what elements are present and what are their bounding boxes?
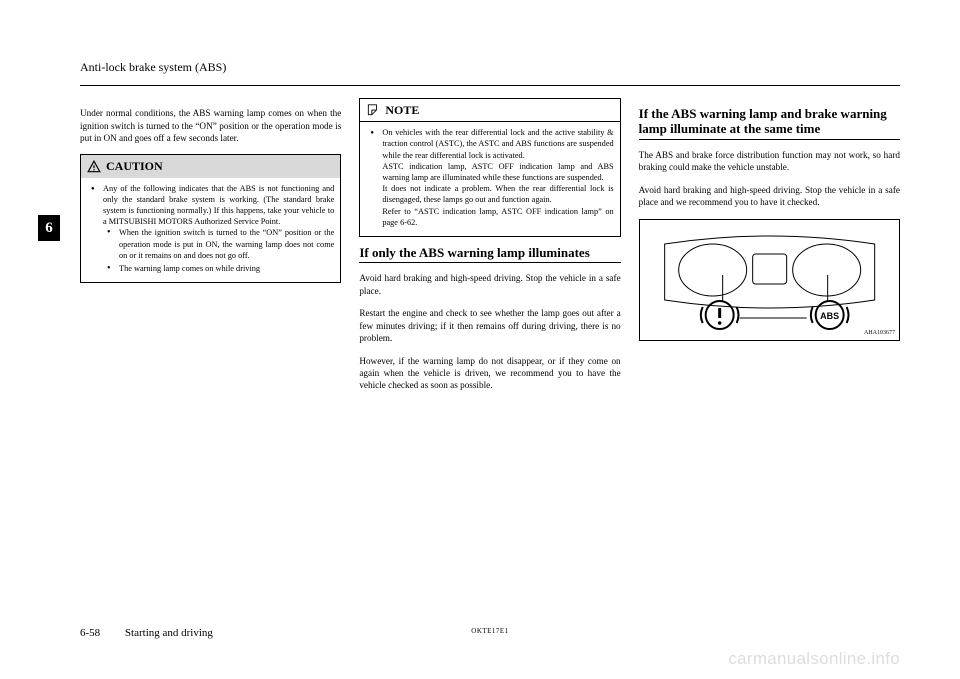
section-rule (639, 139, 900, 140)
caution-label: CAUTION (106, 158, 163, 174)
col2-p2: Restart the engine and check to see whet… (359, 307, 620, 344)
note-label: NOTE (385, 102, 419, 118)
caution-sublist: When the ignition switch is turned to th… (103, 227, 334, 274)
footer-doc-code: OKTE17E1 (471, 627, 508, 635)
col2-p1: Avoid hard braking and high-speed drivin… (359, 272, 620, 297)
note-header: NOTE (360, 99, 619, 122)
page-header-title: Anti-lock brake system (ABS) (80, 60, 900, 75)
note-text-c: It does not indicate a problem. When the… (382, 184, 613, 204)
columns-container: Under normal conditions, the ABS warning… (80, 98, 900, 402)
section-title-abs-only: If only the ABS warning lamp illuminates (359, 245, 620, 260)
caution-list: Any of the following indicates that the … (87, 183, 334, 275)
section-title-abs-brake: If the ABS warning lamp and brake warnin… (639, 106, 900, 137)
note-icon (366, 103, 380, 117)
chapter-tab: 6 (38, 215, 60, 241)
caution-icon (87, 160, 101, 174)
caution-item-text: Any of the following indicates that the … (103, 184, 334, 227)
note-text-a: On vehicles with the rear differential l… (382, 128, 613, 159)
caution-box: CAUTION Any of the following indicates t… (80, 154, 341, 283)
page-footer: 6-58 Starting and driving OKTE17E1 (80, 627, 900, 639)
footer-page-number: 6-58 (80, 627, 100, 639)
page: Anti-lock brake system (ABS) 6 Under nor… (0, 0, 960, 679)
col2-p3: However, if the warning lamp do not disa… (359, 355, 620, 392)
caution-sub-item: The warning lamp comes on while driving (111, 263, 334, 274)
note-box: NOTE On vehicles with the rear different… (359, 98, 620, 237)
column-1: Under normal conditions, the ABS warning… (80, 98, 341, 402)
column-3: If the ABS warning lamp and brake warnin… (639, 98, 900, 402)
header-rule (80, 85, 900, 86)
note-list: On vehicles with the rear differential l… (366, 127, 613, 228)
note-text-d: Refer to “ASTC indication lamp, ASTC OFF… (382, 207, 613, 227)
chapter-number: 6 (45, 220, 53, 237)
col3-p1: The ABS and brake force distribution fun… (639, 149, 900, 174)
caution-sub-item: When the ignition switch is turned to th… (111, 227, 334, 261)
footer-section-name: Starting and driving (125, 627, 213, 639)
svg-text:ABS: ABS (820, 311, 839, 321)
footer-left: 6-58 Starting and driving (80, 627, 213, 639)
caution-body: Any of the following indicates that the … (81, 178, 340, 283)
watermark: carmanualsonline.info (728, 649, 900, 669)
figure-code: AHA103677 (864, 329, 895, 337)
note-body: On vehicles with the rear differential l… (360, 122, 619, 236)
col3-p2: Avoid hard braking and high-speed drivin… (639, 184, 900, 209)
note-item: On vehicles with the rear differential l… (374, 127, 613, 228)
section-rule (359, 262, 620, 263)
col1-paragraph: Under normal conditions, the ABS warning… (80, 107, 341, 144)
caution-item: Any of the following indicates that the … (95, 183, 334, 275)
caution-header: CAUTION (81, 155, 340, 177)
note-text-b: ASTC indication lamp, ASTC OFF indicatio… (382, 162, 613, 182)
dashboard-svg: ABS (640, 220, 899, 340)
dashboard-figure: ABS AHA103677 (639, 219, 900, 341)
column-2: NOTE On vehicles with the rear different… (359, 98, 620, 402)
